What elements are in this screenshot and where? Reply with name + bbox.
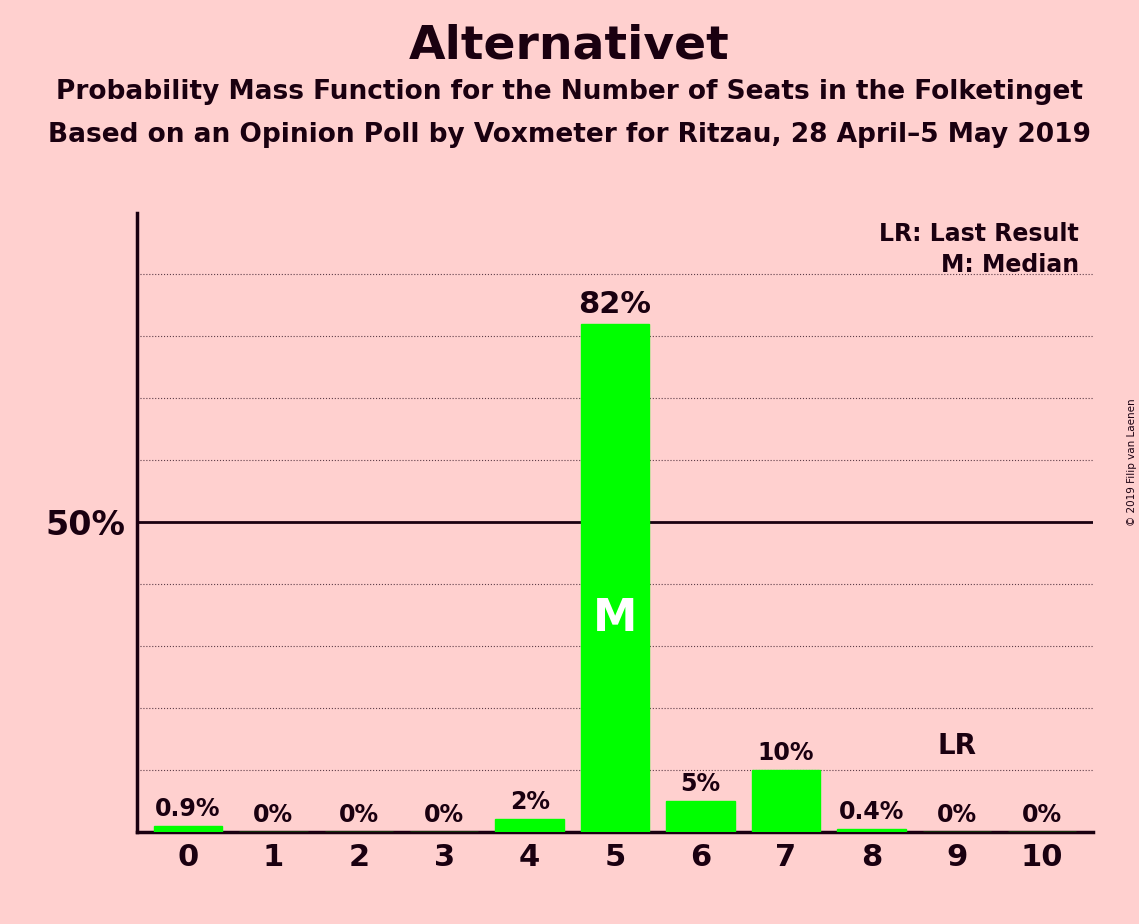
Text: 0.9%: 0.9% <box>155 797 221 821</box>
Bar <box>495 820 564 832</box>
Bar <box>666 800 735 832</box>
Text: 0%: 0% <box>253 803 294 827</box>
Text: Alternativet: Alternativet <box>409 23 730 68</box>
Bar <box>752 770 820 832</box>
Bar <box>154 826 222 832</box>
Text: LR: LR <box>937 733 976 760</box>
Bar <box>581 324 649 832</box>
Text: 0%: 0% <box>936 803 977 827</box>
Text: 5%: 5% <box>680 772 721 796</box>
Text: 0%: 0% <box>1022 803 1063 827</box>
Text: M: Median: M: Median <box>941 253 1079 277</box>
Text: 0.4%: 0.4% <box>838 800 904 824</box>
Text: Probability Mass Function for the Number of Seats in the Folketinget: Probability Mass Function for the Number… <box>56 79 1083 104</box>
Text: LR: Last Result: LR: Last Result <box>879 222 1079 246</box>
Bar <box>837 829 906 832</box>
Text: M: M <box>593 597 637 640</box>
Text: 0%: 0% <box>424 803 465 827</box>
Text: 10%: 10% <box>757 741 814 765</box>
Text: 82%: 82% <box>579 290 652 319</box>
Text: Based on an Opinion Poll by Voxmeter for Ritzau, 28 April–5 May 2019: Based on an Opinion Poll by Voxmeter for… <box>48 122 1091 148</box>
Text: 0%: 0% <box>338 803 379 827</box>
Text: © 2019 Filip van Laenen: © 2019 Filip van Laenen <box>1126 398 1137 526</box>
Text: 2%: 2% <box>509 790 550 814</box>
